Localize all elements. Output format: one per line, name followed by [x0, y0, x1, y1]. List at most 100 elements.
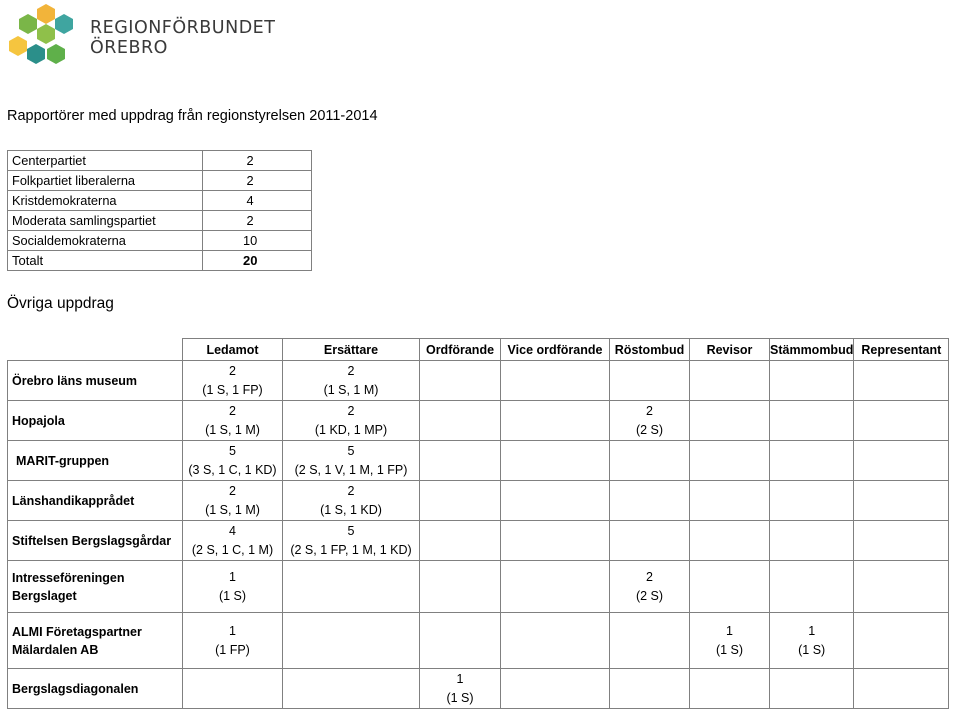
assignment-cell: 1 (1 S)	[689, 612, 770, 669]
column-header: Stämmombud	[768, 338, 855, 361]
summary-row: Folkpartiet liberalerna 2	[7, 170, 312, 191]
assignment-cell	[689, 360, 770, 401]
assignment-cell	[689, 520, 770, 561]
assignment-cell	[419, 400, 501, 441]
assignment-cell	[609, 480, 690, 521]
cell-line: 5	[229, 443, 236, 458]
assignment-cell	[853, 400, 950, 441]
document-title: Rapportörer med uppdrag från regionstyre…	[7, 108, 378, 124]
cell-line: (2 S)	[635, 422, 664, 437]
cell-line: (1 S, 1 KD)	[320, 502, 382, 517]
total-value: 20	[202, 250, 312, 271]
assignment-cell: 1 (1 S)	[182, 560, 283, 613]
assignment-cell	[419, 360, 501, 401]
assignment-cell	[500, 612, 610, 669]
cell-line: (1 S)	[715, 642, 744, 657]
assignment-cell: 2 (1 KD, 1 MP)	[282, 400, 420, 441]
column-header: Röstombud	[609, 338, 690, 361]
hexagon-cluster-icon	[9, 4, 73, 64]
assignment-cell	[689, 668, 770, 709]
assignment-row: Hopajola 2 (1 S, 1 M) 2 (1 KD, 1 MP) 2 (2 S)	[7, 400, 950, 441]
assignment-cell	[282, 612, 420, 669]
party-name: Moderata samlingspartiet	[7, 210, 203, 231]
party-count: 4	[202, 190, 312, 211]
cell-line: 1	[229, 569, 236, 584]
assignment-cell	[500, 400, 610, 441]
assignment-cell	[689, 560, 770, 613]
assignment-row: ALMI Företagspartner Mälardalen AB 1 (1 FP…	[7, 612, 950, 669]
cell-line: 1	[726, 623, 733, 638]
cell-line: 2	[347, 403, 355, 418]
assignment-cell	[689, 440, 770, 481]
assignment-cell	[768, 400, 855, 441]
party-summary-table: Centerpartiet 2 Folkpartiet liberalerna 2 Kr…	[7, 150, 312, 271]
cell-line: 1	[808, 623, 816, 638]
logo-line-1: REGIONFÖRBUNDET	[90, 18, 276, 38]
cell-line: (1 S)	[218, 588, 247, 603]
cell-line: 4	[229, 523, 236, 538]
cell-line: (2 S, 1 C, 1 M)	[191, 542, 274, 557]
cell-line: 2	[646, 403, 653, 418]
cell-line: (1 S, 1 M)	[205, 502, 260, 517]
cell-line: (3 S, 1 C, 1 KD)	[188, 462, 277, 477]
assignment-cell	[419, 520, 501, 561]
assignment-cell	[500, 668, 610, 709]
assignment-cell	[853, 360, 950, 401]
party-name: Kristdemokraterna	[7, 190, 203, 211]
assignment-cell: 1 (1 S)	[768, 612, 855, 669]
party-name: Centerpartiet	[7, 150, 203, 171]
assignment-cell	[689, 480, 770, 521]
assignment-cell	[853, 560, 950, 613]
cell-line: (1 KD, 1 MP)	[314, 422, 388, 437]
summary-row: Moderata samlingspartiet 2	[7, 210, 312, 231]
column-header: Ledamot	[182, 338, 283, 361]
cell-line: (1 S, 1 M)	[205, 422, 260, 437]
summary-total-row: Totalt 20	[7, 250, 312, 271]
assignment-cell	[182, 668, 283, 709]
cell-line: (1 S, 1 FP)	[202, 382, 263, 397]
cell-line: 2	[229, 403, 236, 418]
party-name: Socialdemokraterna	[7, 230, 203, 251]
assignment-cell	[500, 440, 610, 481]
assignment-cell	[609, 668, 690, 709]
cell-line: (1 S)	[798, 642, 826, 657]
assignment-cell	[419, 440, 501, 481]
assignment-row: Bergslagsdiagonalen 1 (1 S)	[7, 668, 950, 709]
assignment-cell: 2 (1 S, 1 M)	[282, 360, 420, 401]
cell-line: 5	[347, 523, 355, 538]
assignment-cell	[419, 480, 501, 521]
cell-line: (1 S, 1 M)	[323, 382, 379, 397]
assignment-cell	[768, 440, 855, 481]
assignment-cell	[282, 668, 420, 709]
assignment-cell: 5 (2 S, 1 V, 1 M, 1 FP)	[282, 440, 420, 481]
assignment-row: MARIT-gruppen 5 (3 S, 1 C, 1 KD) 5 (2 S, 1 V…	[7, 440, 950, 481]
cell-line: (2 S, 1 V, 1 M, 1 FP)	[294, 462, 408, 477]
assignment-cell	[768, 668, 855, 709]
assignment-cell	[500, 480, 610, 521]
assignment-cell	[768, 560, 855, 613]
column-header: Ordförande	[419, 338, 501, 361]
assignment-cell: 1 (1 S)	[419, 668, 501, 709]
assignment-cell	[768, 520, 855, 561]
assignment-cell	[853, 480, 950, 521]
cell-line: (2 S)	[635, 588, 664, 603]
assignment-cell: 2 (2 S)	[609, 400, 690, 441]
organisation-name: Länshandikapprådet	[7, 480, 183, 521]
assignment-cell	[609, 520, 690, 561]
organisation-name: Intresseföreningen Bergslaget	[7, 560, 183, 613]
total-label: Totalt	[7, 250, 203, 271]
cell-line: (1 FP)	[215, 642, 250, 657]
organisation-name: ALMI Företagspartner Mälardalen AB	[7, 612, 183, 669]
assignment-cell	[853, 668, 950, 709]
assignment-cell: 4 (2 S, 1 C, 1 M)	[182, 520, 283, 561]
assignment-cell: 1 (1 FP)	[182, 612, 283, 669]
assignment-cell: 2 (1 S, 1 KD)	[282, 480, 420, 521]
summary-row: Socialdemokraterna 10	[7, 230, 312, 251]
party-count: 2	[202, 150, 312, 171]
assignment-cell: 2 (1 S, 1 M)	[182, 400, 283, 441]
summary-row: Kristdemokraterna 4	[7, 190, 312, 211]
organisation-name: Hopajola	[7, 400, 183, 441]
assignment-cell	[419, 560, 501, 613]
column-header: Representant	[853, 338, 950, 361]
cell-line: 2	[229, 483, 236, 498]
